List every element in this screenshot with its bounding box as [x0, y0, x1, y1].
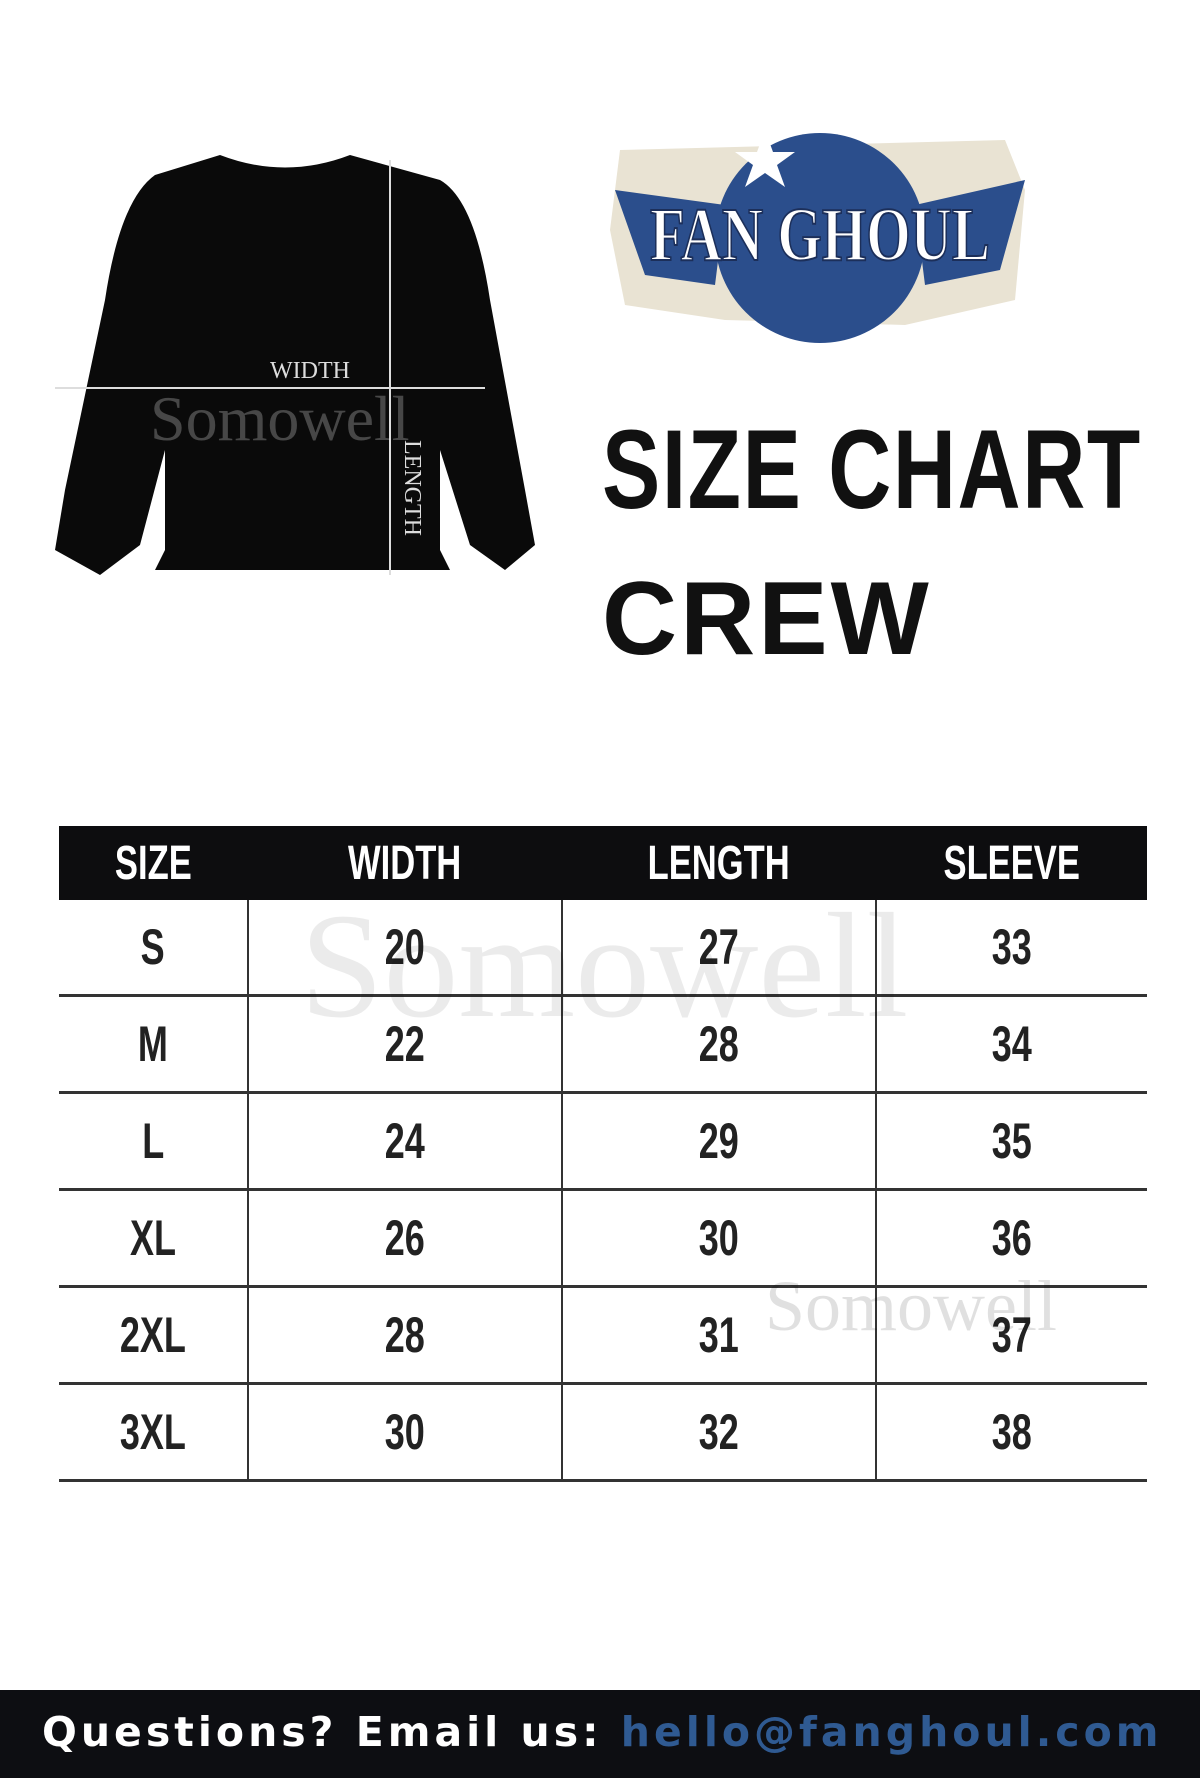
cell-width: 26 [247, 1189, 562, 1288]
cell-sleeve: 38 [875, 1383, 1147, 1482]
watermark: Somowell [150, 383, 410, 454]
table-header-row: SIZE WIDTH LENGTH SLEEVE [59, 826, 1147, 900]
cell-size: XL [59, 1189, 248, 1288]
sweatshirt-diagram: WIDTH LENGTH Somowell [55, 155, 535, 575]
crew-subtitle: CREW [602, 561, 932, 677]
header-width: WIDTH [248, 826, 562, 900]
cell-size: M [59, 995, 248, 1094]
table-row: S 20 27 33 [59, 900, 1147, 997]
table-row: L 24 29 35 [59, 1092, 1147, 1191]
table-row: XL 26 30 36 [59, 1189, 1147, 1288]
cell-sleeve: 33 [875, 900, 1147, 997]
header-size: SIZE [59, 826, 248, 900]
cell-length: 30 [561, 1189, 876, 1288]
cell-size: L [59, 1092, 248, 1191]
cell-size: 3XL [59, 1383, 248, 1482]
watermark: Somowell [765, 1266, 1058, 1346]
cell-length: 32 [561, 1383, 876, 1482]
cell-sleeve: 37 [875, 1286, 1147, 1385]
footer-banner: Questions? Email us: hello@fanghoul.com [0, 1690, 1200, 1778]
fan-ghoul-logo: FAN GHOUL [610, 130, 1025, 343]
cell-length: 27 [561, 900, 876, 997]
footer-question: Questions? Email us: [42, 1708, 603, 1756]
cell-width: 24 [247, 1092, 562, 1191]
cell-width: 30 [247, 1383, 562, 1482]
logo-text: FAN GHOUL [650, 193, 990, 277]
cell-sleeve: 35 [875, 1092, 1147, 1191]
length-label: LENGTH [399, 440, 425, 536]
watermark: Somowell [300, 883, 909, 1049]
table-row: 2XL 28 31 37 [59, 1286, 1147, 1385]
header-sleeve: SLEEVE [876, 826, 1147, 900]
cell-sleeve: 34 [875, 995, 1147, 1094]
header-length: LENGTH [562, 826, 876, 900]
cell-length: 28 [561, 995, 876, 1094]
cell-size: S [59, 900, 248, 997]
sweatshirt-icon [55, 155, 535, 575]
cell-length: 29 [561, 1092, 876, 1191]
width-label: WIDTH [270, 358, 350, 384]
cell-size: 2XL [59, 1286, 248, 1385]
table-row: 3XL 30 32 38 [59, 1383, 1147, 1482]
cell-length: 31 [561, 1286, 876, 1385]
footer-email-link[interactable]: hello@fanghoul.com [620, 1708, 1163, 1756]
table-row: M 22 28 34 [59, 995, 1147, 1094]
cell-sleeve: 36 [875, 1189, 1147, 1288]
size-table: SIZE WIDTH LENGTH SLEEVE S 20 27 33 M 22 28 34 L… [59, 826, 1147, 1482]
size-chart-title: SIZE CHART [602, 407, 1142, 532]
cell-width: 20 [247, 900, 562, 997]
cell-width: 22 [247, 995, 562, 1094]
cell-width: 28 [247, 1286, 562, 1385]
star-icon [735, 130, 795, 187]
